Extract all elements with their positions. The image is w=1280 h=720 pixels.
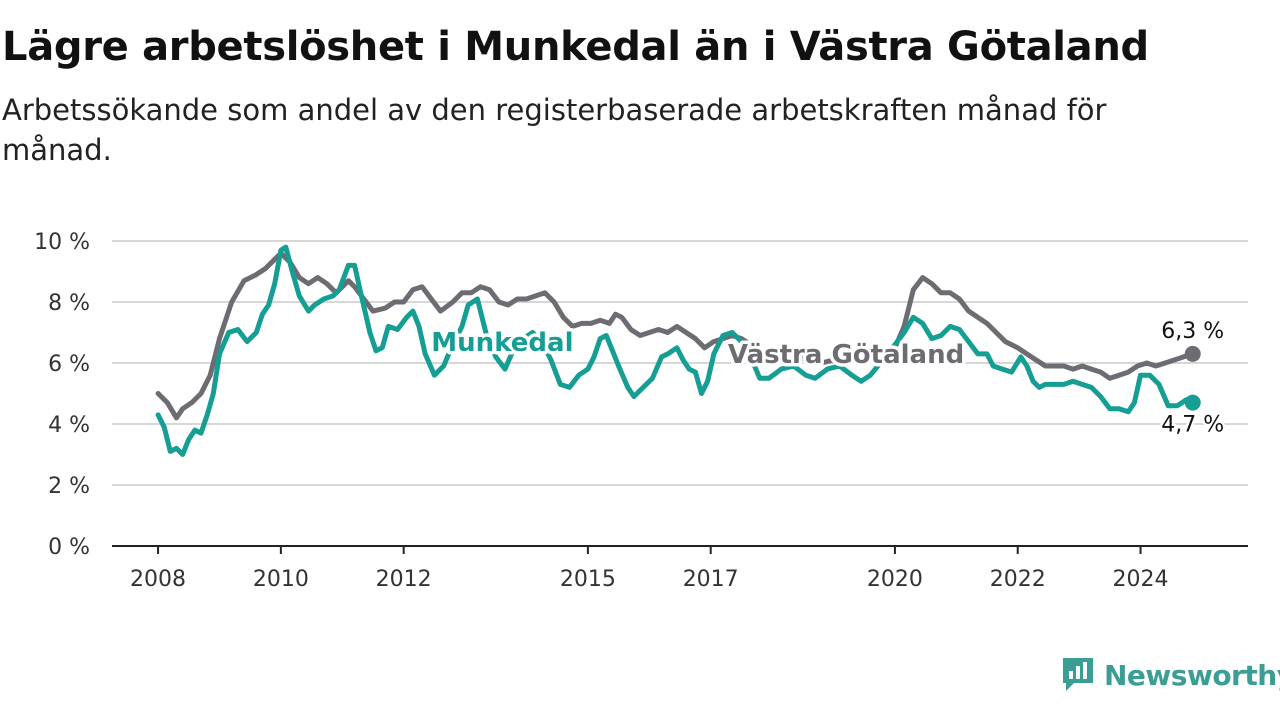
chart-subtitle: Arbetssökande som andel av den registerb… xyxy=(2,93,1107,167)
x-tick-label: 2017 xyxy=(683,567,739,592)
x-tick-label: 2020 xyxy=(867,567,923,592)
y-tick-label: 8 % xyxy=(48,291,90,316)
series-lines xyxy=(155,244,1201,457)
grid-lines xyxy=(112,240,1248,486)
x-axis: 2008 2010 2012 2015 2017 2020 2022 2024 xyxy=(112,545,1248,592)
series-end-label: 4,7 % xyxy=(1161,413,1224,438)
x-tick-label: 2010 xyxy=(253,567,309,592)
x-tick-label: 2024 xyxy=(1113,567,1169,592)
brand-name: Newsworthy xyxy=(1104,658,1280,692)
x-tick-label: 2022 xyxy=(990,567,1046,592)
series-end-label: 6,3 % xyxy=(1161,319,1224,344)
y-tick-label: 0 % xyxy=(48,535,90,560)
x-tick-label: 2012 xyxy=(376,567,432,592)
series-labels: 6,3 % 4,7 % Västra Götaland Munkedal xyxy=(428,316,1227,440)
series-end-point xyxy=(1184,345,1201,362)
series-end-point xyxy=(1184,394,1201,411)
y-tick-label: 4 % xyxy=(48,413,90,438)
chart-title: Lägre arbetslöshet i Munkedal än i Västr… xyxy=(2,24,1149,70)
newsworthy-chart-icon xyxy=(1063,658,1093,691)
newsworthy-brand: Newsworthy xyxy=(1060,654,1280,696)
series-label-munkedal: Munkedal xyxy=(431,328,573,358)
series-label-vastra-gotaland: Västra Götaland xyxy=(728,340,964,370)
x-tick-label: 2015 xyxy=(560,567,616,592)
series-line-vastra-gotaland xyxy=(155,250,1196,421)
x-tick-label: 2008 xyxy=(130,567,186,592)
y-tick-label: 2 % xyxy=(48,474,90,499)
y-tick-label: 6 % xyxy=(48,352,90,377)
series-line-munkedal xyxy=(155,244,1196,457)
y-tick-label: 10 % xyxy=(34,230,90,255)
y-axis-ticks: 0 % 2 % 4 % 6 % 8 % 10 % xyxy=(34,230,90,560)
line-chart: 0 % 2 % 4 % 6 % 8 % 10 % 2008 2010 2012 2015 2017… xyxy=(34,230,1248,592)
